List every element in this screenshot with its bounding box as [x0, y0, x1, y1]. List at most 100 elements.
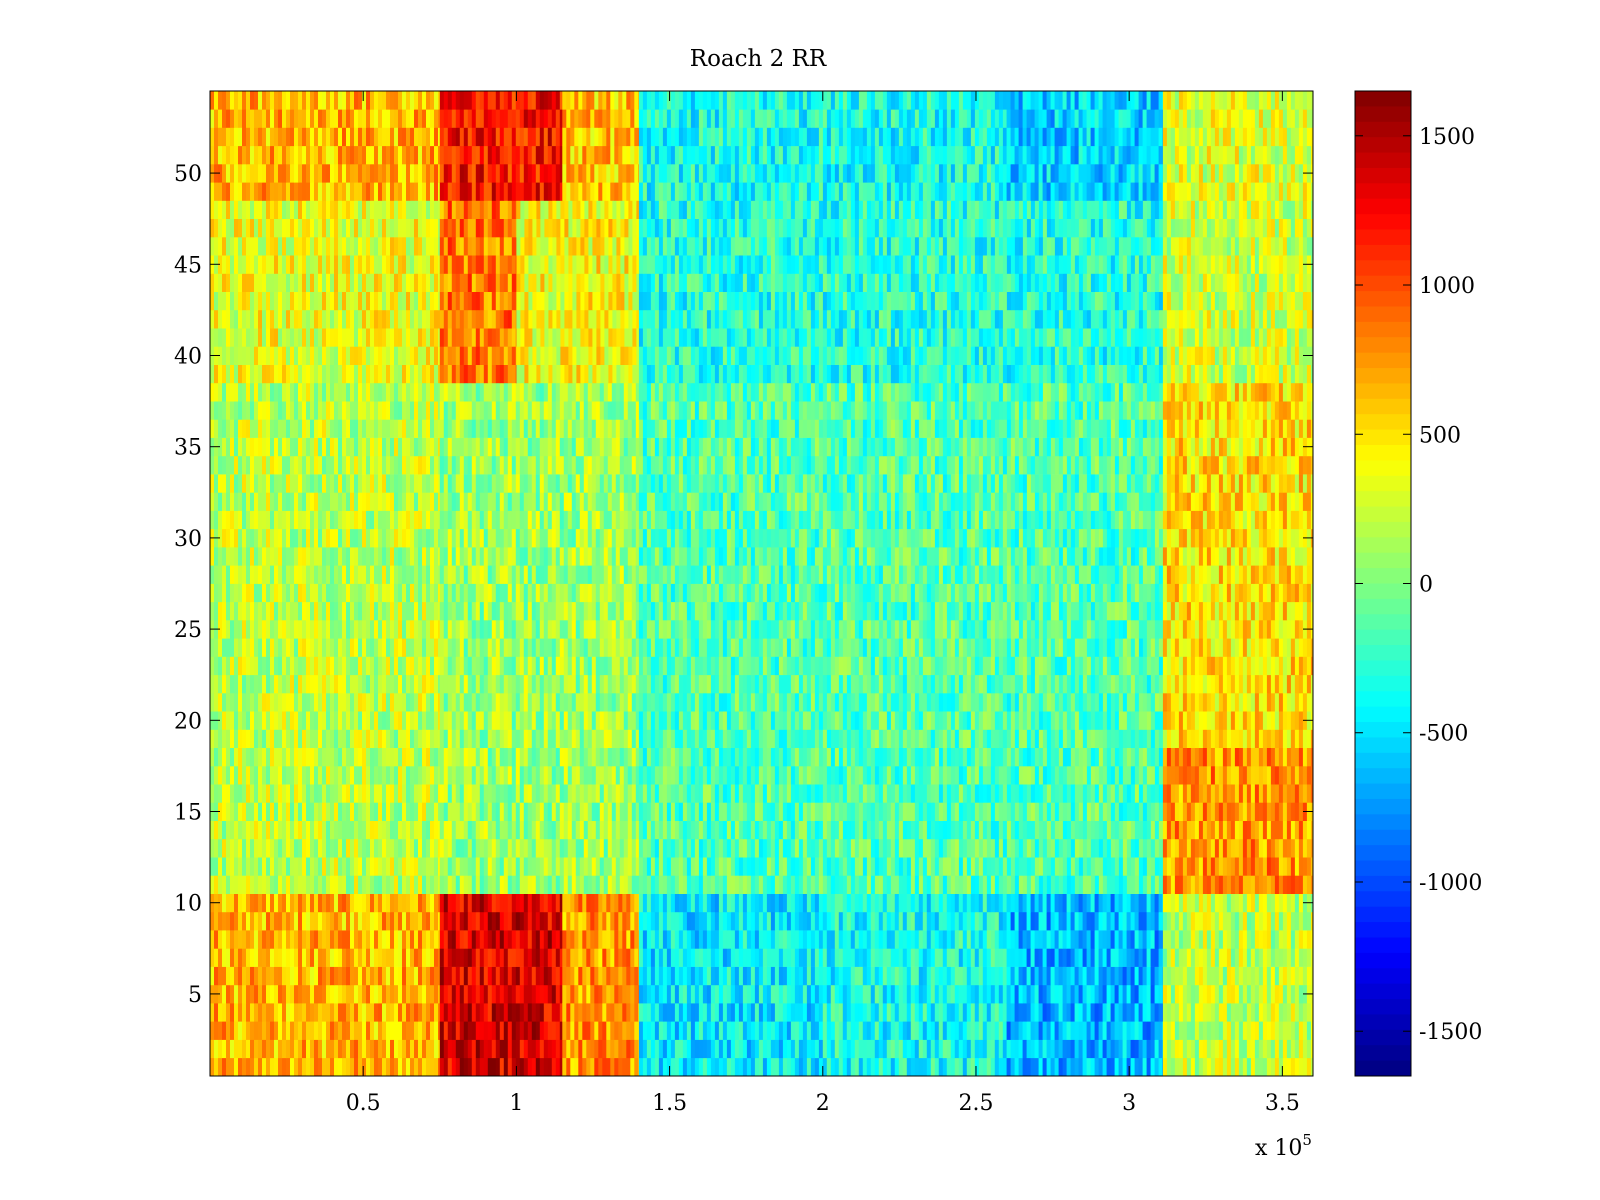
- heatmap-cell: [270, 820, 275, 840]
- heatmap-cell: [246, 547, 251, 566]
- heatmap-cell: [599, 875, 605, 894]
- heatmap-cell: [322, 1003, 327, 1022]
- heatmap-cell: [882, 966, 888, 986]
- heatmap-cell: [958, 911, 964, 931]
- heatmap-cell: [974, 1039, 980, 1059]
- heatmap-cell: [1190, 1039, 1196, 1059]
- heatmap-cell: [394, 984, 399, 1004]
- heatmap-cell: [1034, 930, 1039, 949]
- heatmap-cell: [306, 948, 311, 967]
- heatmap-cell: [531, 948, 537, 967]
- heatmap-cell: [1006, 966, 1011, 986]
- heatmap-cell: [515, 711, 521, 730]
- heatmap-cell: [242, 893, 247, 913]
- heatmap-cell: [447, 711, 453, 730]
- heatmap-cell: [306, 547, 311, 566]
- heatmap-cell: [218, 492, 223, 511]
- heatmap-cell: [386, 437, 391, 457]
- heatmap-cell: [1110, 1003, 1115, 1022]
- heatmap-cell: [378, 601, 383, 621]
- heatmap-cell: [422, 875, 427, 894]
- heatmap-cell: [246, 711, 251, 730]
- heatmap-cell: [666, 930, 672, 949]
- heatmap-cell: [1250, 911, 1256, 931]
- heatmap-cell: [479, 729, 485, 748]
- heatmap-cell: [438, 857, 441, 876]
- heatmap-cell: [770, 893, 776, 913]
- heatmap-cell: [382, 893, 387, 913]
- heatmap-cell: [326, 692, 331, 712]
- heatmap-cell: [638, 1003, 644, 1022]
- heatmap-cell: [942, 930, 948, 949]
- heatmap-cell: [274, 510, 279, 530]
- heatmap-cell: [519, 692, 525, 712]
- heatmap-cell: [686, 948, 692, 967]
- heatmap-cell: [551, 820, 557, 840]
- heatmap-cell: [266, 601, 271, 621]
- heatmap-cell: [586, 984, 591, 1004]
- heatmap-cell: [226, 455, 231, 475]
- heatmap-cell: [242, 711, 247, 730]
- heatmap-cell: [318, 437, 323, 457]
- heatmap-cell: [406, 765, 411, 785]
- heatmap-cell: [230, 674, 235, 694]
- heatmap-cell: [286, 911, 291, 931]
- heatmap-cell: [455, 1039, 461, 1059]
- heatmap-cell: [430, 911, 435, 931]
- heatmap-cell: [1306, 948, 1312, 967]
- heatmap-cell: [234, 437, 239, 457]
- heatmap-cell: [330, 820, 335, 840]
- heatmap-cell: [1082, 948, 1087, 967]
- heatmap-cell: [250, 620, 255, 639]
- heatmap-cell: [1066, 984, 1071, 1004]
- heatmap-cell: [1038, 911, 1043, 931]
- heatmap-cell: [974, 1003, 980, 1022]
- heatmap-cell: [350, 455, 355, 475]
- heatmap-cell: [463, 875, 469, 894]
- heatmap-cell: [1118, 948, 1123, 967]
- heatmap-cell: [314, 948, 319, 967]
- heatmap-cell: [358, 893, 363, 913]
- heatmap-cell: [1198, 911, 1204, 931]
- heatmap-cell: [1278, 966, 1284, 986]
- heatmap-cell: [958, 893, 964, 913]
- heatmap-cell: [302, 565, 307, 584]
- heatmap-cell: [358, 492, 363, 511]
- heatmap-cell: [1302, 1039, 1308, 1059]
- heatmap-cell: [298, 1003, 303, 1022]
- heatmap-cell: [754, 930, 760, 949]
- heatmap-cell: [886, 984, 892, 1004]
- heatmap-cell: [1058, 893, 1063, 913]
- heatmap-cell: [246, 893, 251, 913]
- heatmap-cell: [826, 1003, 832, 1022]
- heatmap-cell: [766, 1021, 772, 1040]
- heatmap-cell: [238, 784, 243, 803]
- heatmap-cell: [242, 437, 247, 457]
- heatmap-cell: [842, 1003, 848, 1022]
- heatmap-cell: [318, 820, 323, 840]
- heatmap-cell: [254, 601, 259, 621]
- heatmap-cell: [414, 765, 419, 785]
- heatmap-cell: [874, 1039, 880, 1059]
- heatmap-cell: [794, 930, 800, 949]
- heatmap-cell: [306, 911, 311, 931]
- heatmap-cell: [463, 1021, 469, 1040]
- heatmap-cell: [774, 948, 780, 967]
- heatmap-cell: [362, 893, 367, 913]
- heatmap-cell: [426, 455, 431, 475]
- heatmap-cell: [1026, 984, 1031, 1004]
- heatmap-cell: [487, 784, 493, 803]
- heatmap-cell: [298, 474, 303, 493]
- heatmap-cell: [270, 510, 275, 530]
- heatmap-cell: [302, 747, 307, 767]
- heatmap-cell: [1214, 1057, 1220, 1077]
- heatmap-cell: [406, 784, 411, 803]
- heatmap-cell: [646, 893, 652, 913]
- heatmap-cell: [710, 893, 716, 913]
- heatmap-cell: [430, 620, 435, 639]
- heatmap-cell: [314, 474, 319, 493]
- heatmap-cell: [322, 1021, 327, 1040]
- heatmap-cell: [443, 966, 449, 986]
- heatmap-cell: [410, 948, 415, 967]
- heatmap-cell: [890, 1021, 896, 1040]
